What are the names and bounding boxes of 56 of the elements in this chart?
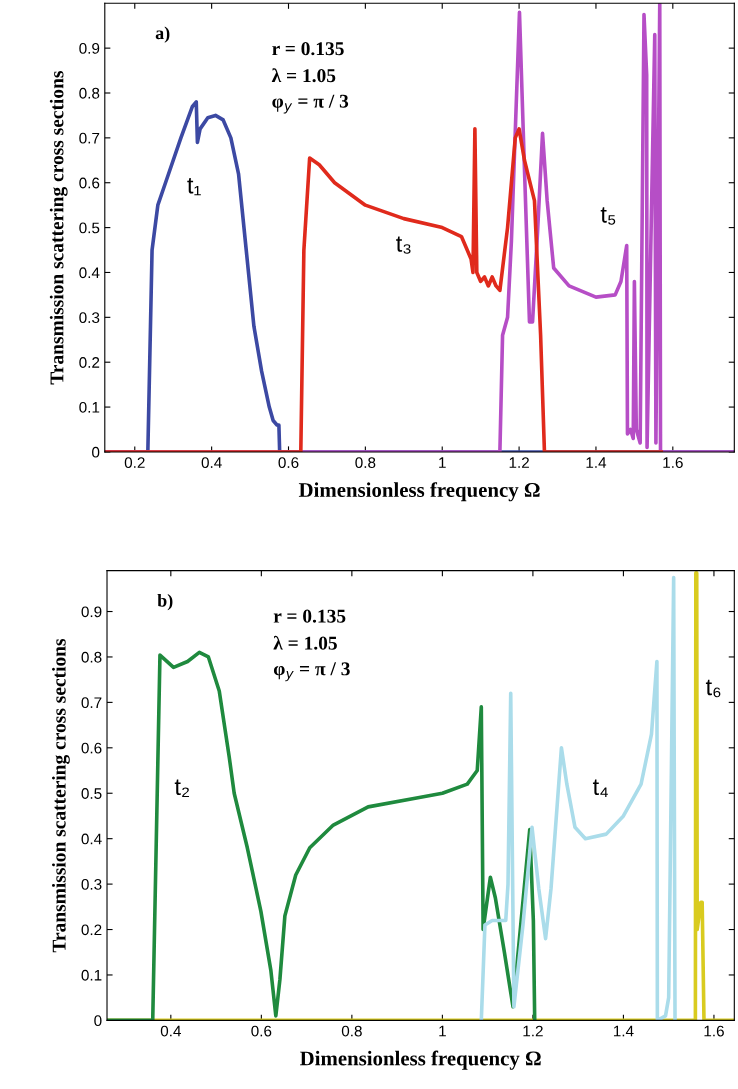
y-tick-label: 0.1 bbox=[81, 969, 102, 981]
annotation: λ = 1.05 bbox=[273, 635, 337, 650]
series-label: t₄ bbox=[592, 779, 608, 797]
y-tick-label: 0.2 bbox=[81, 924, 102, 936]
x-tick-label: 0.4 bbox=[201, 457, 222, 469]
x-tick-label: 0.6 bbox=[251, 1025, 272, 1037]
x-tick-label: 0.8 bbox=[355, 457, 376, 469]
x-tick-label: 1.6 bbox=[663, 457, 683, 469]
y-tick-label: 0.1 bbox=[79, 401, 100, 413]
y-tick-label: 0.4 bbox=[81, 833, 102, 845]
annotation: λ = 1.05 bbox=[271, 68, 336, 83]
y-tick-label: 0.7 bbox=[79, 132, 100, 144]
annotation: a) bbox=[155, 26, 170, 43]
line-series bbox=[104, 127, 664, 452]
y-tick-label: 0.6 bbox=[79, 177, 100, 189]
annotation: b) bbox=[157, 593, 173, 611]
x-axis-title: Dimensionless frequency Ω bbox=[300, 1050, 541, 1070]
x-tick-label: 0.6 bbox=[278, 457, 299, 469]
x-tick-label: 1 bbox=[439, 1025, 446, 1037]
x-axis-title: Dimensionless frequency Ω bbox=[298, 482, 540, 502]
x-tick-label: 0.4 bbox=[160, 1025, 181, 1037]
x-tick-label: 0.8 bbox=[341, 1025, 362, 1037]
annotation: r = 0.135 bbox=[272, 42, 344, 56]
annotation: r = 0.135 bbox=[273, 609, 346, 623]
y-axis-title: Transmission scattering cross sections bbox=[49, 70, 68, 385]
y-tick-label: 0.3 bbox=[81, 878, 102, 890]
y-tick-label: 0.3 bbox=[79, 312, 100, 324]
y-tick-label: 0 bbox=[92, 446, 100, 458]
x-tick-label: 1 bbox=[439, 457, 446, 468]
y-tick-label: 0.8 bbox=[81, 651, 102, 663]
x-tick-label: 0.2 bbox=[124, 457, 145, 469]
series-label: t₃ bbox=[396, 236, 411, 254]
x-tick-label: 1.6 bbox=[704, 1025, 724, 1037]
annotation: φ$_{y}$ = π / 3 bbox=[272, 94, 349, 114]
y-tick-label: 0.5 bbox=[79, 222, 100, 234]
x-tick-label: 1.4 bbox=[613, 1025, 634, 1037]
line-series bbox=[479, 575, 677, 1021]
y-tick-label: 0.4 bbox=[79, 267, 100, 279]
series-label: t₅ bbox=[600, 207, 616, 225]
y-tick-label: 0.6 bbox=[81, 742, 102, 754]
series-label: t₁ bbox=[187, 178, 201, 196]
y-tick-label: 0.2 bbox=[79, 357, 100, 368]
y-tick-label: 0.7 bbox=[81, 697, 102, 709]
x-tick-label: 1.2 bbox=[523, 1025, 543, 1037]
y-tick-label: 0.8 bbox=[79, 87, 100, 99]
x-tick-label: 1.2 bbox=[509, 457, 529, 468]
annotation: φ$_{y}$ = π / 3 bbox=[273, 662, 350, 682]
y-tick-label: 0.9 bbox=[79, 43, 100, 54]
x-tick-label: 1.4 bbox=[586, 457, 607, 468]
y-tick-label: 0.5 bbox=[81, 788, 102, 799]
y-tick-label: 0.9 bbox=[81, 606, 102, 618]
y-axis-title: Transmission scattering cross sections bbox=[52, 638, 70, 953]
series-label: t₆ bbox=[705, 679, 721, 698]
line-series bbox=[107, 650, 537, 1021]
series-label: t₂ bbox=[174, 779, 189, 797]
y-tick-label: 0 bbox=[94, 1015, 102, 1027]
